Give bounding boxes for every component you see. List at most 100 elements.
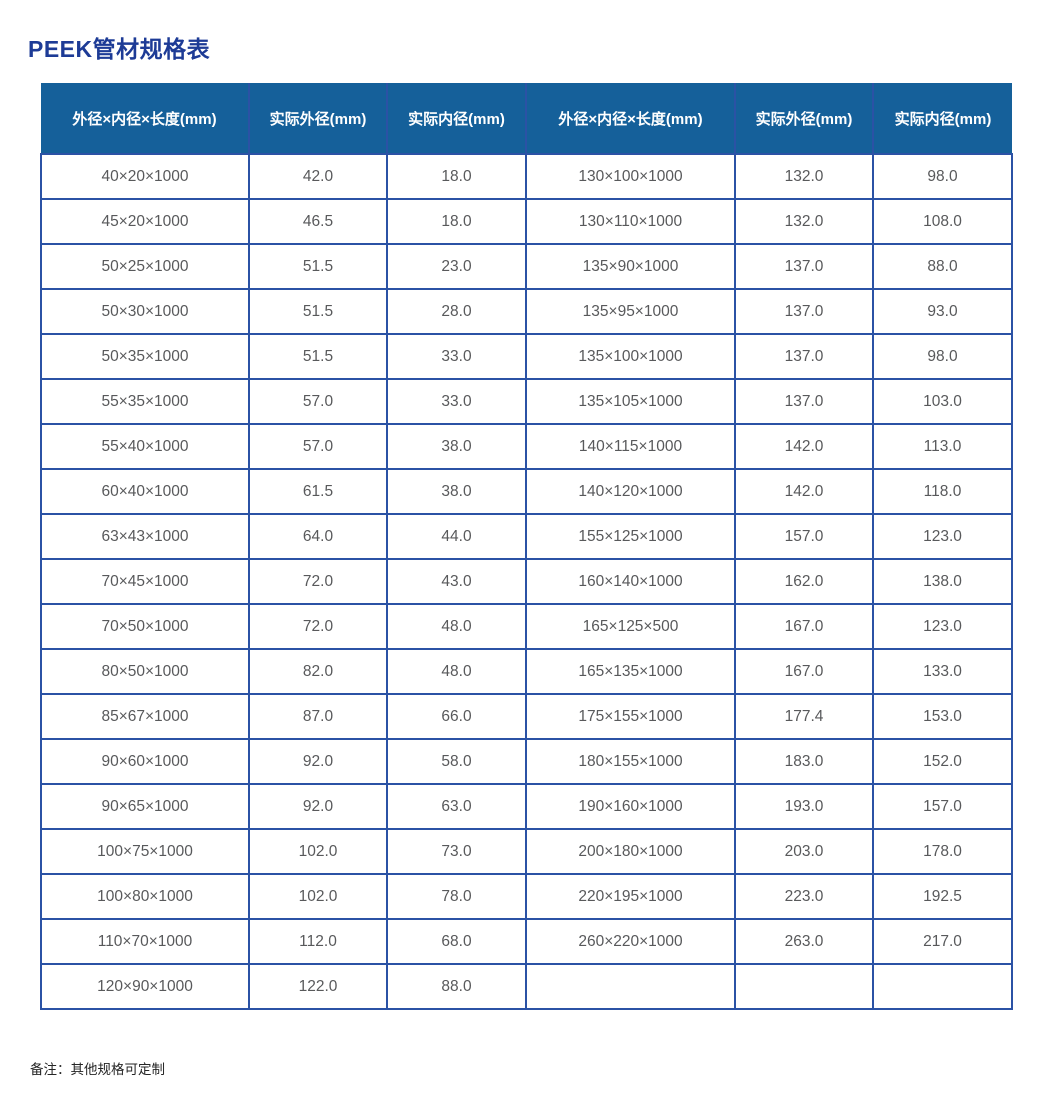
header-cell: 实际内径(mm) [386, 83, 526, 154]
header-cell: 外径×内径×长度(mm) [525, 83, 735, 154]
header-cell: 外径×内径×长度(mm) [41, 83, 249, 154]
table-cell: 193.0 [734, 783, 874, 830]
table-cell: 138.0 [872, 558, 1013, 605]
table-cell: 51.5 [248, 243, 388, 290]
table-cell: 98.0 [872, 333, 1013, 380]
table-cell: 51.5 [248, 288, 388, 335]
table-cell: 175×155×1000 [525, 693, 736, 740]
header-cell: 实际外径(mm) [248, 83, 387, 154]
table-cell: 180×155×1000 [525, 738, 736, 785]
table-cell: 263.0 [734, 918, 874, 965]
table-cell: 135×95×1000 [525, 288, 736, 335]
table-cell: 132.0 [734, 198, 874, 245]
table-row: 85×67×1000 87.0 66.0 175×155×1000 177.4 153.0 [40, 693, 1013, 740]
table-cell: 18.0 [386, 153, 527, 200]
table-cell: 23.0 [386, 243, 527, 290]
table-cell: 38.0 [386, 423, 527, 470]
table-cell: 92.0 [248, 783, 388, 830]
table-cell: 217.0 [872, 918, 1013, 965]
table-row: 40×20×1000 42.0 18.0 130×100×1000 132.0 98.0 [40, 153, 1013, 200]
table-cell: 260×220×1000 [525, 918, 736, 965]
table-cell: 137.0 [734, 243, 874, 290]
table-cell: 162.0 [734, 558, 874, 605]
table-cell: 102.0 [248, 873, 388, 920]
table-cell: 73.0 [386, 828, 527, 875]
table-row: 50×35×1000 51.5 33.0 135×100×1000 137.0 98.0 [40, 333, 1013, 380]
table-cell: 50×30×1000 [40, 288, 250, 335]
table-row: 63×43×1000 64.0 44.0 155×125×1000 157.0 123.0 [40, 513, 1013, 560]
table-cell: 80×50×1000 [40, 648, 250, 695]
table-row: 120×90×1000 122.0 88.0 [40, 963, 1013, 1010]
table-cell: 123.0 [872, 603, 1013, 650]
table-cell: 33.0 [386, 333, 527, 380]
table-row: 90×65×1000 92.0 63.0 190×160×1000 193.0 157.0 [40, 783, 1013, 830]
table-cell: 68.0 [386, 918, 527, 965]
table-cell [525, 963, 736, 1010]
page-title: PEEK管材规格表 [28, 36, 211, 62]
table-cell: 92.0 [248, 738, 388, 785]
table-row: 70×45×1000 72.0 43.0 160×140×1000 162.0 138.0 [40, 558, 1013, 605]
table-cell: 112.0 [248, 918, 388, 965]
table-cell: 64.0 [248, 513, 388, 560]
table-cell: 135×100×1000 [525, 333, 736, 380]
table-cell: 48.0 [386, 648, 527, 695]
table-cell: 200×180×1000 [525, 828, 736, 875]
header-cell: 实际内径(mm) [872, 83, 1012, 154]
table-cell: 90×60×1000 [40, 738, 250, 785]
table-cell: 192.5 [872, 873, 1013, 920]
table-cell: 130×110×1000 [525, 198, 736, 245]
table-cell: 108.0 [872, 198, 1013, 245]
table-cell: 118.0 [872, 468, 1013, 515]
table-cell: 165×125×500 [525, 603, 736, 650]
table-cell: 33.0 [386, 378, 527, 425]
table-cell: 66.0 [386, 693, 527, 740]
table-cell: 137.0 [734, 288, 874, 335]
table-cell: 90×65×1000 [40, 783, 250, 830]
table-row: 110×70×1000 112.0 68.0 260×220×1000 263.0 217… [40, 918, 1013, 965]
table-row: 100×75×1000 102.0 73.0 200×180×1000 203.0 178… [40, 828, 1013, 875]
table-cell: 51.5 [248, 333, 388, 380]
table-cell: 38.0 [386, 468, 527, 515]
table-cell: 122.0 [248, 963, 388, 1010]
table-cell: 135×105×1000 [525, 378, 736, 425]
page-note: 备注：其他规格可定制 [30, 1062, 165, 1077]
spec-table-body: 40×20×1000 42.0 18.0 130×100×1000 132.0 98.0 4… [40, 153, 1013, 1010]
table-row: 45×20×1000 46.5 18.0 130×110×1000 132.0 108.0 [40, 198, 1013, 245]
table-cell: 44.0 [386, 513, 527, 560]
table-cell: 70×45×1000 [40, 558, 250, 605]
table-cell: 183.0 [734, 738, 874, 785]
table-cell: 88.0 [386, 963, 527, 1010]
table-cell: 82.0 [248, 648, 388, 695]
table-cell: 190×160×1000 [525, 783, 736, 830]
table-cell: 45×20×1000 [40, 198, 250, 245]
table-cell: 87.0 [248, 693, 388, 740]
table-cell: 55×40×1000 [40, 423, 250, 470]
table-cell: 178.0 [872, 828, 1013, 875]
table-row: 50×30×1000 51.5 28.0 135×95×1000 137.0 93.0 [40, 288, 1013, 335]
table-row: 70×50×1000 72.0 48.0 165×125×500 167.0 123.0 [40, 603, 1013, 650]
table-cell: 102.0 [248, 828, 388, 875]
table-cell: 177.4 [734, 693, 874, 740]
table-cell: 120×90×1000 [40, 963, 250, 1010]
header-row: 外径×内径×长度(mm) 实际外径(mm) 实际内径(mm) 外径×内径×长度(mm)… [41, 83, 1012, 154]
table-cell: 72.0 [248, 603, 388, 650]
header-cell: 实际外径(mm) [734, 83, 873, 154]
table-cell: 85×67×1000 [40, 693, 250, 740]
table-cell [734, 963, 874, 1010]
table-row: 90×60×1000 92.0 58.0 180×155×1000 183.0 152.0 [40, 738, 1013, 785]
table-cell: 130×100×1000 [525, 153, 736, 200]
table-cell: 78.0 [386, 873, 527, 920]
table-cell: 157.0 [872, 783, 1013, 830]
table-cell: 160×140×1000 [525, 558, 736, 605]
table-cell: 140×120×1000 [525, 468, 736, 515]
table-cell: 113.0 [872, 423, 1013, 470]
table-cell: 60×40×1000 [40, 468, 250, 515]
table-cell: 93.0 [872, 288, 1013, 335]
table-cell: 110×70×1000 [40, 918, 250, 965]
table-cell: 103.0 [872, 378, 1013, 425]
table-row: 100×80×1000 102.0 78.0 220×195×1000 223.0 192… [40, 873, 1013, 920]
table-row: 50×25×1000 51.5 23.0 135×90×1000 137.0 88.0 [40, 243, 1013, 290]
table-cell: 140×115×1000 [525, 423, 736, 470]
table-cell: 58.0 [386, 738, 527, 785]
